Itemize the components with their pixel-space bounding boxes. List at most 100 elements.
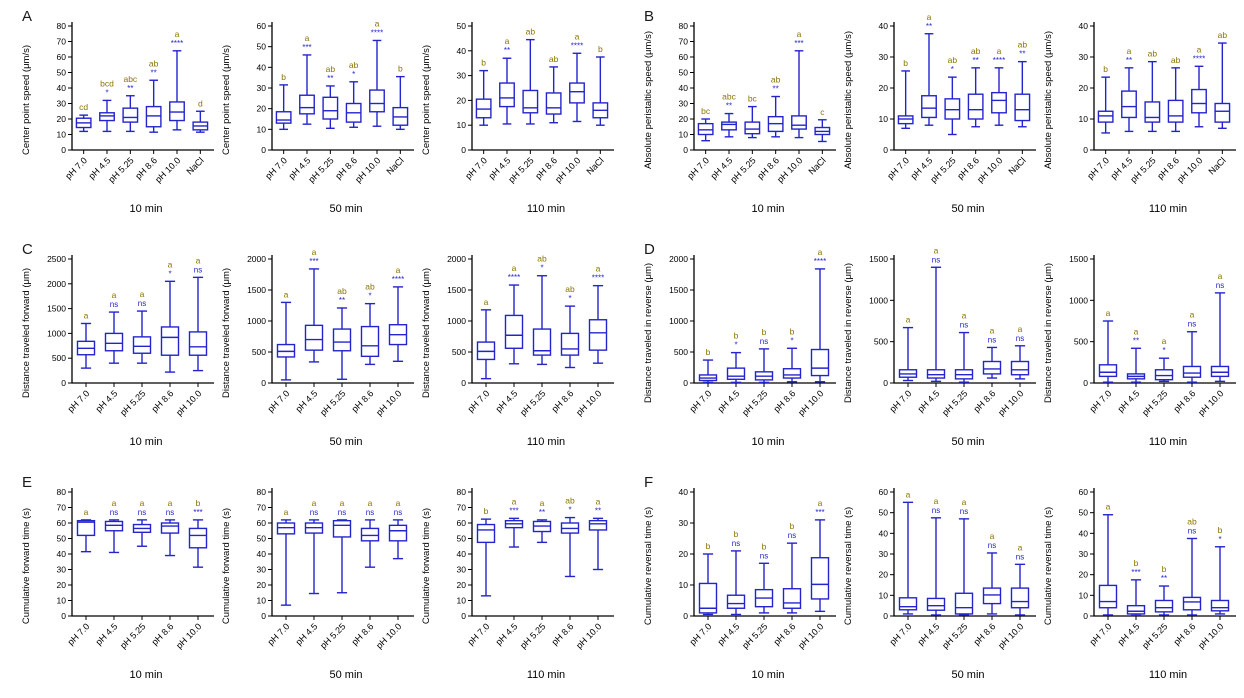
x-category-label: pH 4.5 (916, 621, 942, 647)
significance-stars: ns (1216, 281, 1224, 290)
x-category-label: pH 7.0 (885, 155, 911, 181)
y-tick-label: 500 (874, 337, 888, 347)
x-category-label: pH 7.0 (888, 621, 914, 647)
box (1098, 584, 1118, 609)
box (1182, 596, 1202, 611)
y-tick-label: 60 (57, 52, 67, 62)
y-tick-label: 0 (1083, 611, 1088, 621)
group-letter: a (906, 489, 911, 499)
boxplot-B-110-min: 0 10 20 30 40 Absolute peristaltic speed (μm/… (1043, 21, 1236, 215)
y-tick-label: 0 (461, 145, 466, 155)
box (275, 111, 292, 124)
x-category-label: pH 5.25 (940, 388, 969, 417)
y-axis-label: Cumulative reversal time (s) (643, 507, 654, 625)
y-axis-label: Center point speed (μm/s) (421, 45, 432, 155)
panel-F: F 0 10 20 30 40 Cumulative reversal time (s) b… (622, 466, 1244, 698)
significance-stars: *** (509, 506, 518, 515)
x-category-label: pH 7.0 (1085, 155, 1111, 181)
time-label: 110 min (527, 203, 565, 215)
y-tick-label: 1500 (869, 254, 888, 264)
group-letter: b (762, 541, 767, 551)
x-category-label: pH 4.5 (294, 388, 320, 414)
group-letter: b (903, 58, 908, 68)
boxplot-D-110-min: 0 500 1000 1500 Distance traveled in reverse… (1043, 254, 1236, 448)
x-category-label: pH 7.0 (66, 388, 92, 414)
group-letter: a (168, 498, 173, 508)
group-letter: b (790, 326, 795, 336)
boxplot-C-50-min: 0 500 1000 1500 2000 Distance traveled forwar… (221, 247, 414, 448)
group-letter: a (990, 531, 995, 541)
axis-lines (693, 255, 836, 384)
box (332, 328, 352, 352)
time-label: 110 min (1149, 669, 1187, 681)
time-label: 50 min (329, 436, 362, 448)
time-label: 50 min (951, 436, 984, 448)
x-category-label: pH 5.25 (506, 155, 535, 184)
group-letter: a (1106, 308, 1111, 318)
significance-stars: ns (960, 507, 968, 516)
significance-stars: ns (338, 508, 346, 517)
group-letter: a (596, 496, 601, 506)
group-letter: bc (701, 106, 711, 116)
group-letter: a (927, 12, 932, 22)
box (560, 332, 580, 356)
box (522, 89, 539, 114)
group-letter: ab (1218, 30, 1228, 40)
box (1167, 99, 1184, 123)
y-tick-label: 1000 (447, 316, 466, 326)
group-letter: a (540, 498, 545, 508)
x-category-label: pH 4.5 (494, 621, 520, 647)
significance-stars: ns (110, 300, 118, 309)
y-tick-label: 0 (683, 378, 688, 388)
x-category-label: NaCl (385, 155, 406, 176)
x-category-label: pH 5.25 (928, 155, 957, 184)
group-letter: ab (565, 284, 575, 294)
time-label: 110 min (1149, 436, 1187, 448)
y-tick-label: 0 (61, 145, 66, 155)
y-tick-label: 60 (257, 21, 267, 31)
x-category-label: pH 10.0 (353, 155, 382, 184)
y-axis-label: Center point speed (μm/s) (21, 45, 32, 155)
x-category-label: pH 7.0 (63, 155, 89, 181)
group-letter: a (1018, 324, 1023, 334)
x-category-label: pH 7.0 (266, 388, 292, 414)
y-tick-label: 70 (57, 503, 67, 513)
x-category-label: pH 5.25 (940, 621, 969, 650)
group-letter: bcd (100, 78, 114, 88)
group-letter: a (140, 498, 145, 508)
x-category-label: NaCl (1007, 155, 1028, 176)
y-tick-label: 1000 (247, 316, 266, 326)
y-tick-label: 40 (57, 549, 67, 559)
y-tick-label: 1500 (1069, 254, 1088, 264)
y-tick-label: 80 (257, 487, 267, 497)
significance-stars: **** (1193, 54, 1205, 63)
significance-stars: ** (504, 46, 510, 55)
group-letter: a (505, 36, 510, 46)
y-tick-label: 40 (1079, 528, 1089, 538)
x-category-label: pH 8.6 (150, 621, 176, 647)
time-label: 10 min (751, 436, 784, 448)
x-category-label: pH 10.0 (1175, 155, 1204, 184)
group-letter: a (575, 31, 580, 41)
significance-stars: **** (993, 56, 1005, 65)
box (1210, 599, 1230, 612)
significance-stars: * (1162, 346, 1165, 355)
significance-stars: *** (815, 508, 824, 517)
x-category-label: pH 8.6 (350, 388, 376, 414)
box (188, 331, 208, 356)
box (369, 89, 385, 113)
group-letter: ab (971, 46, 981, 56)
y-tick-label: 50 (257, 42, 267, 52)
x-category-label: pH 10.0 (796, 621, 825, 650)
group-letter: ab (149, 58, 159, 68)
y-tick-label: 10 (57, 596, 67, 606)
significance-stars: ns (932, 255, 940, 264)
significance-stars: ns (1188, 320, 1196, 329)
significance-stars: * (168, 269, 171, 278)
x-category-label: pH 5.25 (106, 155, 135, 184)
significance-stars: ns (988, 335, 996, 344)
boxplot-E-10-min: 0 10 20 30 40 50 60 70 80 Cumulative forward time… (21, 487, 214, 681)
time-label: 50 min (329, 203, 362, 215)
group-letter: b (484, 506, 489, 516)
